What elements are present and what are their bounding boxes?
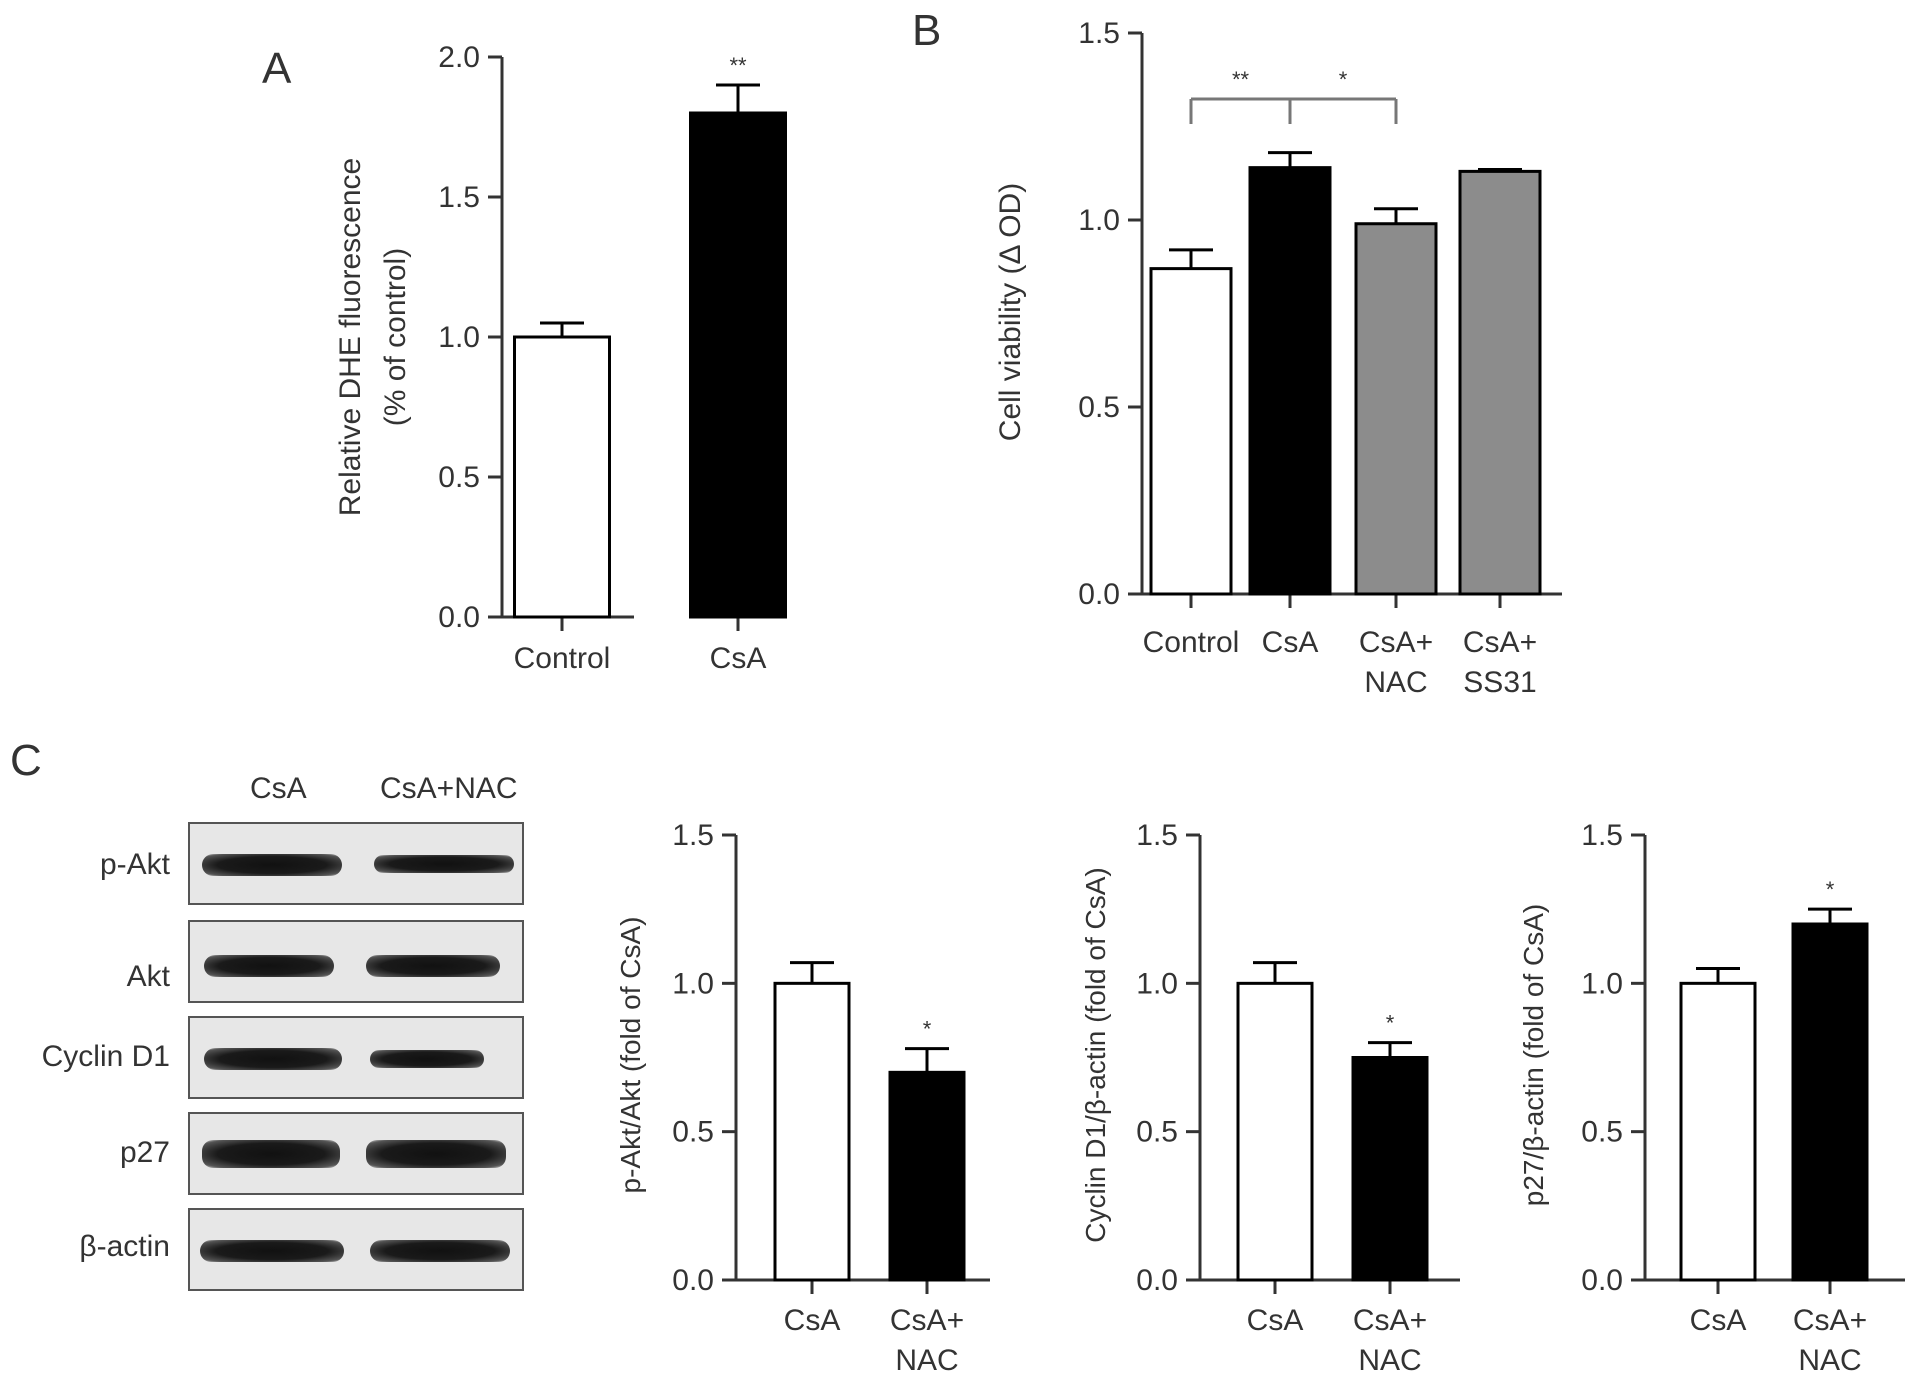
chart-b-category-label: CsA <box>1262 626 1319 659</box>
blot-band <box>200 1240 344 1262</box>
panel-letter-a: A <box>262 44 292 93</box>
chart-a-bar <box>689 111 787 619</box>
chart-c2-y-axis-label: Cyclin D1/β-actin (fold of CsA) <box>1080 867 1111 1243</box>
chart-a-y-tick-label: 1.5 <box>438 181 480 214</box>
chart-b-bracket-label: * <box>1339 67 1348 92</box>
chart-c1-y-tick-label: 0.0 <box>672 1264 714 1297</box>
blot-row-label-akt: Akt <box>126 960 170 993</box>
chart-c3-category-label: CsA+ <box>1793 1304 1867 1337</box>
blot-band <box>370 1240 510 1262</box>
chart-c1-y-tick-label: 1.5 <box>672 819 714 852</box>
chart-b-bar <box>1458 169 1542 596</box>
chart-c3-y-axis-label: p27/β-actin (fold of CsA) <box>1518 904 1549 1206</box>
chart-a-significance-label: ** <box>729 53 747 78</box>
chart-b-category-label: SS31 <box>1463 666 1536 699</box>
chart-c2-y-tick-label: 0.0 <box>1136 1264 1178 1297</box>
blot-lane-label-csa: CsA <box>250 772 307 805</box>
chart-b-y-tick-label: 1.0 <box>1078 204 1120 237</box>
blot-row-cyclin-d1 <box>188 1016 524 1099</box>
blot-row-beta-actin <box>188 1208 524 1291</box>
chart-b-y-axis-label: Cell viability (Δ OD) <box>994 183 1027 441</box>
chart-c3-y-tick-label: 0.0 <box>1581 1264 1623 1297</box>
chart-c2-y-tick-label: 1.5 <box>1136 819 1178 852</box>
chart-a-y-axis-label: Relative DHE fluorescence <box>334 158 367 517</box>
blot-row-label-beta-actin: β-actin <box>79 1230 170 1263</box>
blot-band <box>204 1048 342 1070</box>
chart-a-y-axis-label: (% of control) <box>379 248 412 426</box>
blot-band <box>202 1140 340 1168</box>
chart-c2-y-tick-label: 0.5 <box>1136 1116 1178 1149</box>
chart-b-y-tick-label: 0.5 <box>1078 391 1120 424</box>
chart-c3-bar <box>1791 922 1869 1282</box>
chart-a-category-label: Control <box>514 642 611 675</box>
chart-c1-y-axis-label: p-Akt/Akt (fold of CsA) <box>615 917 646 1194</box>
chart-b-category-label: CsA+ <box>1463 626 1537 659</box>
chart-c2-y-tick-label: 1.0 <box>1136 967 1178 1000</box>
chart-c3-y-tick-label: 1.5 <box>1581 819 1623 852</box>
chart-c1-category-label: CsA <box>784 1304 841 1337</box>
chart-c3-significance-label: * <box>1826 877 1835 902</box>
chart-b-category-label: Control <box>1143 626 1240 659</box>
chart-c2-category-label: CsA <box>1247 1304 1304 1337</box>
blot-band <box>366 1140 506 1168</box>
chart-b-bracket-label: ** <box>1232 67 1250 92</box>
chart-b-bar <box>1248 166 1332 596</box>
chart-c1-significance-label: * <box>923 1017 932 1042</box>
blot-band <box>202 854 342 876</box>
blot-band <box>370 1050 484 1068</box>
blot-row-label-p27: p27 <box>119 1136 170 1169</box>
panel-letter-b: B <box>912 6 942 55</box>
chart-c1-category-label: NAC <box>895 1344 958 1377</box>
chart-c3-y-tick-label: 1.0 <box>1581 967 1623 1000</box>
chart-b-bar <box>1354 222 1438 596</box>
chart-b-category-label: CsA+ <box>1359 626 1433 659</box>
chart-a-category-label: CsA <box>710 642 767 675</box>
chart-c3-y-tick-label: 0.5 <box>1581 1116 1623 1149</box>
chart-a-y-tick-label: 0.0 <box>438 601 480 634</box>
chart-b-y-tick-label: 1.5 <box>1078 17 1120 50</box>
chart-a-y-tick-label: 2.0 <box>438 41 480 74</box>
blot-band <box>366 955 500 977</box>
chart-b-bar <box>1149 267 1233 596</box>
blot-row-label-p-akt: p-Akt <box>99 848 170 881</box>
chart-a-bar <box>513 335 611 619</box>
chart-b-y-tick-label: 0.0 <box>1078 578 1120 611</box>
chart-b-category-label: NAC <box>1364 666 1427 699</box>
chart-a-y-tick-label: 1.0 <box>438 321 480 354</box>
chart-c3-category-label: CsA <box>1690 1304 1747 1337</box>
chart-c3-category-label: NAC <box>1798 1344 1861 1377</box>
chart-c1-bar <box>773 981 851 1282</box>
chart-c2-bar <box>1351 1056 1429 1282</box>
chart-a-y-tick-label: 0.5 <box>438 461 480 494</box>
blot-band <box>374 855 514 873</box>
blot-row-p27 <box>188 1112 524 1195</box>
chart-c2-bar <box>1236 981 1314 1282</box>
panel-letter-c: C <box>10 736 42 785</box>
chart-c2-category-label: NAC <box>1358 1344 1421 1377</box>
chart-c2-category-label: CsA+ <box>1353 1304 1427 1337</box>
blot-lane-label-csa-nac: CsA+NAC <box>380 772 518 805</box>
blot-row-p-akt <box>188 822 524 905</box>
chart-c1-y-tick-label: 1.0 <box>672 967 714 1000</box>
blot-row-label-cyclin-d1: Cyclin D1 <box>41 1040 170 1073</box>
chart-c3-bar <box>1679 981 1757 1282</box>
chart-c1-category-label: CsA+ <box>890 1304 964 1337</box>
blot-row-akt <box>188 920 524 1003</box>
chart-c2-significance-label: * <box>1386 1011 1395 1036</box>
chart-c1-y-tick-label: 0.5 <box>672 1116 714 1149</box>
blot-band <box>204 955 334 977</box>
chart-c1-bar <box>888 1070 966 1282</box>
